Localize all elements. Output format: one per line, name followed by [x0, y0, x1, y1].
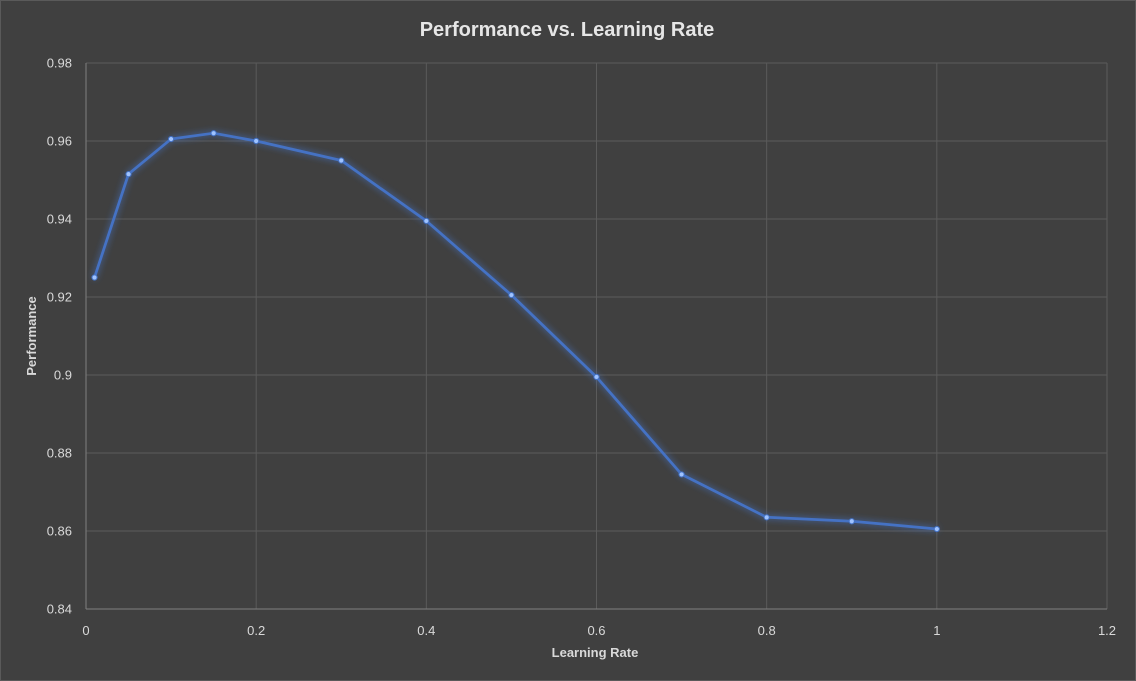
x-tick-label: 1.2	[1098, 623, 1116, 638]
y-axis-title: Performance	[24, 296, 39, 375]
y-tick-label: 0.92	[47, 290, 72, 305]
y-tick-label: 0.96	[47, 134, 72, 149]
x-axis-title: Learning Rate	[552, 645, 639, 660]
data-point	[593, 373, 600, 381]
data-point	[423, 217, 430, 225]
data-point	[848, 518, 855, 525]
x-tick-label: 0.2	[247, 623, 265, 638]
y-tick-label: 0.9	[54, 368, 72, 383]
x-tick-label: 0	[82, 623, 89, 638]
y-tick-label: 0.98	[47, 56, 72, 71]
x-tick-label: 0.6	[587, 623, 605, 638]
series-performance	[91, 130, 940, 533]
gridlines	[86, 62, 1108, 609]
x-tick-label: 0.8	[758, 623, 776, 638]
x-tick-label: 0.4	[417, 623, 435, 638]
data-point	[508, 291, 515, 299]
y-tick-label: 0.94	[47, 212, 72, 227]
data-point	[763, 514, 770, 521]
data-point	[338, 157, 345, 164]
axes: 0.84 0.86 0.88 0.9 0.92 0.94 0.96 0.98 0 0.2 0.4 0.…	[47, 56, 1116, 639]
data-point	[91, 274, 98, 281]
series-line	[93, 131, 939, 531]
y-tick-label: 0.84	[47, 602, 72, 617]
x-tick-label: 1	[933, 623, 940, 638]
data-point	[210, 130, 217, 137]
data-point	[253, 137, 260, 145]
data-point	[125, 171, 132, 178]
data-point	[167, 135, 175, 143]
data-point	[678, 471, 685, 478]
y-tick-label: 0.86	[47, 524, 72, 539]
data-point	[933, 525, 940, 533]
chart-title: Performance vs. Learning Rate	[420, 19, 715, 41]
y-tick-label: 0.88	[47, 446, 72, 461]
